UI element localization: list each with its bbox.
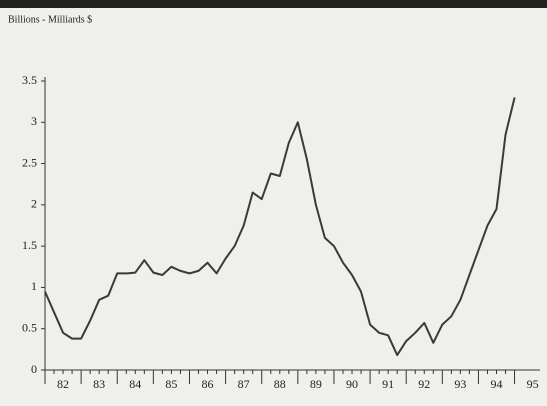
y-tick-label: 0: [31, 362, 37, 376]
x-tick-label: 88: [274, 377, 286, 391]
y-tick-label: 1.5: [22, 238, 37, 252]
x-tick-label: 90: [346, 377, 358, 391]
x-tick-label: 84: [129, 377, 141, 391]
y-tick-label: 1: [31, 279, 37, 293]
y-tick-label: 3.5: [22, 73, 37, 87]
data-line: [44, 97, 516, 357]
x-tick-label: 92: [418, 377, 430, 391]
x-tick-label: 94: [491, 377, 503, 391]
x-tick-label: 86: [202, 377, 214, 391]
x-tick-label: 82: [57, 377, 69, 391]
header-bar: [0, 0, 547, 8]
x-tick-label: 93: [454, 377, 466, 391]
chart-title: Billions - Milliards $: [8, 14, 92, 25]
y-tick-label: 2.5: [22, 155, 37, 169]
x-tick-label: 87: [238, 377, 250, 391]
x-tick-label: 95: [527, 377, 539, 391]
y-tick-label: 0.5: [22, 320, 37, 334]
y-tick-label: 2: [31, 197, 37, 211]
x-tick-label: 91: [382, 377, 394, 391]
y-tick-label: 3: [31, 114, 37, 128]
x-tick-label: 89: [310, 377, 322, 391]
x-tick-label: 83: [93, 377, 105, 391]
x-tick-label: 85: [165, 377, 177, 391]
